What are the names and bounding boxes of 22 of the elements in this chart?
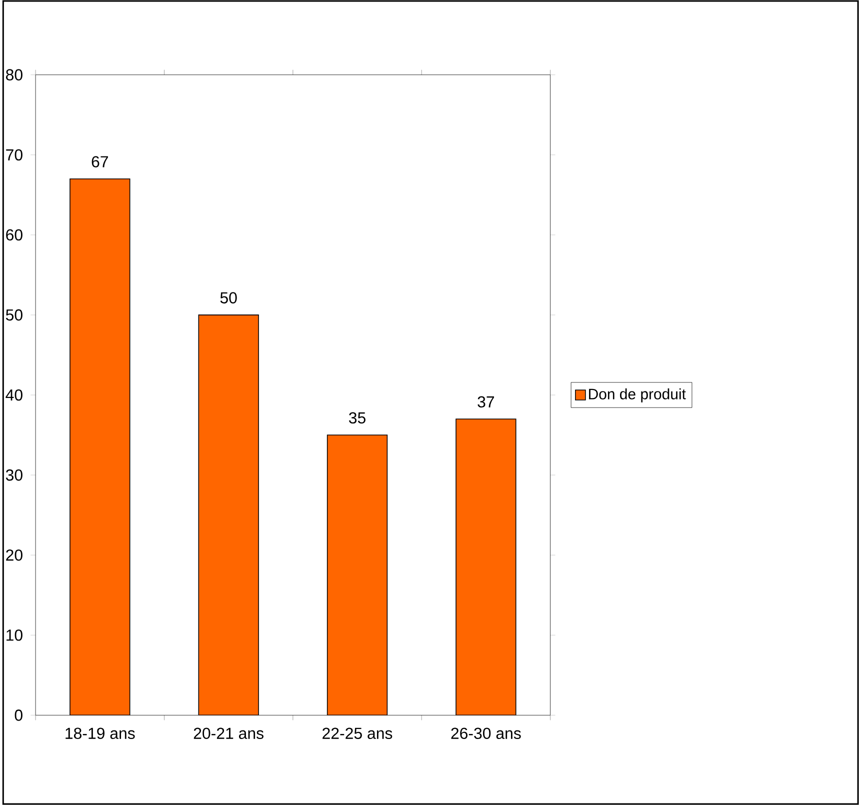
bar — [326, 434, 388, 716]
y-tick-label: 70 — [6, 149, 22, 161]
y-tick-label: 40 — [6, 389, 22, 401]
data-label: 35 — [348, 412, 366, 424]
y-tick-label: 30 — [6, 469, 22, 481]
y-tick-label: 60 — [6, 229, 22, 241]
y-tick-label: 80 — [6, 69, 22, 80]
x-tick-label: 26-30 ans — [451, 728, 521, 740]
bar — [456, 418, 516, 716]
x-tick-label: 22-25 ans — [322, 728, 392, 740]
y-tick-label: 50 — [6, 309, 22, 321]
data-label: 37 — [478, 396, 494, 408]
y-tick-label: 10 — [6, 630, 22, 641]
legend-label: Don de produit — [589, 388, 686, 402]
bar — [70, 178, 130, 716]
data-label: 50 — [220, 292, 237, 304]
y-tick-label: 0 — [14, 710, 22, 721]
x-tick-label: 18-19 ans — [66, 728, 135, 740]
y-tick-label: 20 — [6, 549, 22, 561]
x-tick-label: 20-21 ans — [194, 728, 264, 740]
data-label: 67 — [92, 156, 108, 168]
bar — [198, 314, 259, 716]
